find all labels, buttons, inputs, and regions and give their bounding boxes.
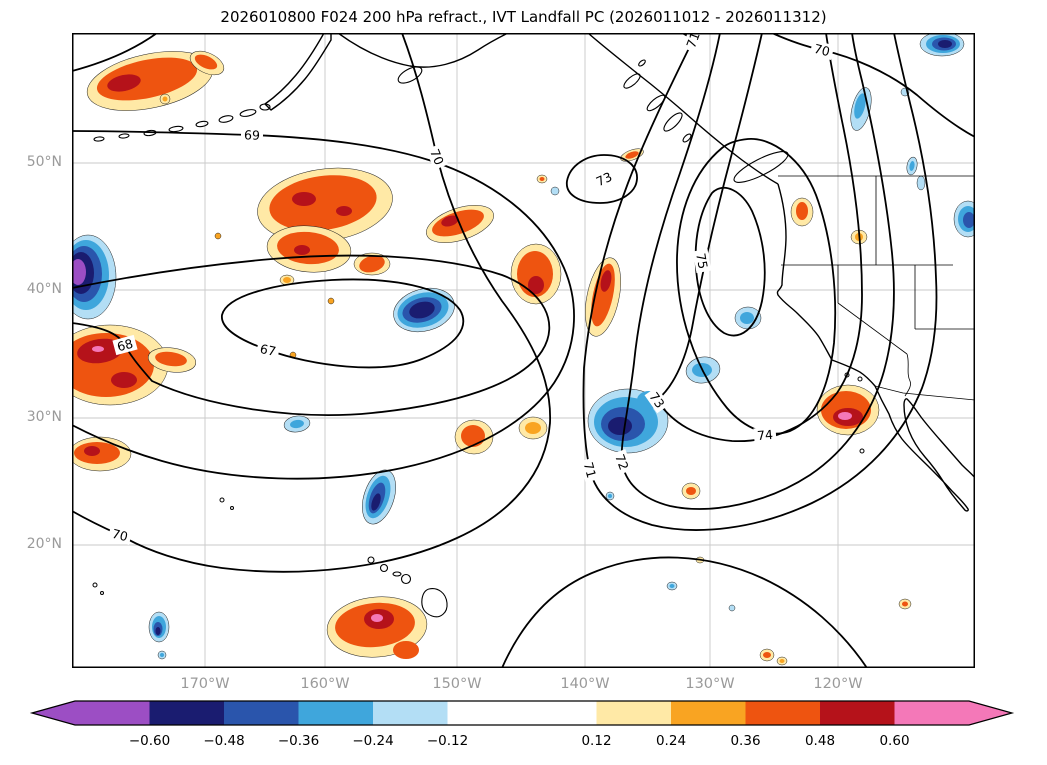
figure-title: 2026010800 F024 200 hPa refract., IVT La… bbox=[220, 8, 827, 26]
contour-label-75: 75 bbox=[693, 252, 711, 270]
x-tick-120w: 120°W bbox=[813, 676, 863, 692]
coastlines bbox=[92, 33, 975, 618]
colorbar-tick-labels: −0.60 −0.48 −0.36 −0.24 −0.12 0.12 0.24 … bbox=[129, 733, 910, 749]
positive-anomaly-south-of-hawaii bbox=[326, 596, 428, 659]
colorbar-tick: 0.36 bbox=[730, 733, 760, 749]
colorbar-segments bbox=[32, 701, 1012, 725]
y-tick-30n: 30°N bbox=[26, 409, 62, 425]
colorbar-tick: −0.12 bbox=[427, 733, 468, 749]
colorbar-tick: −0.36 bbox=[278, 733, 319, 749]
negative-anomaly-west-edge-40n bbox=[72, 234, 117, 320]
positive-anomaly-dateline-33n bbox=[72, 324, 197, 406]
contour-label-71-a: 71 bbox=[683, 33, 703, 50]
contour-labels: 69 70 70 70 68 67 71 71 72 73 73 74 75 bbox=[107, 33, 835, 545]
plot-frame bbox=[72, 33, 975, 668]
negative-anomaly-southwest bbox=[148, 611, 170, 660]
hawaiian-islands bbox=[367, 556, 448, 618]
contour-label-69: 69 bbox=[244, 127, 260, 143]
state-borders bbox=[778, 175, 975, 401]
negative-anomaly-specks bbox=[550, 186, 736, 612]
contour-label-72: 72 bbox=[612, 452, 632, 472]
negative-anomaly-156w-24n bbox=[283, 415, 396, 525]
x-tick-160w: 160°W bbox=[300, 676, 350, 692]
refractivity-contours bbox=[72, 33, 975, 668]
contour-label-68: 68 bbox=[115, 336, 134, 355]
positive-anomaly-dateline-26n bbox=[72, 436, 132, 472]
contour-label-71-b: 71 bbox=[581, 460, 600, 479]
x-tick-150w: 150°W bbox=[432, 676, 482, 692]
positive-anomaly-142w bbox=[585, 257, 621, 337]
contour-label-70-a: 70 bbox=[427, 147, 447, 167]
graticule bbox=[72, 33, 975, 668]
negative-anomaly-specks-east bbox=[685, 306, 762, 384]
positive-anomaly-socal bbox=[816, 384, 880, 436]
contour-label-73-b: 73 bbox=[646, 389, 667, 411]
contour-label-74: 74 bbox=[756, 427, 773, 443]
y-tick-50n: 50°N bbox=[26, 154, 62, 170]
bc-islands bbox=[623, 59, 789, 183]
aleutian-islands bbox=[93, 103, 271, 142]
colorbar-tick: 0.60 bbox=[879, 733, 909, 749]
positive-anomaly-small-central bbox=[454, 416, 701, 500]
colorbar-tick: 0.12 bbox=[581, 733, 611, 749]
x-tick-130w: 130°W bbox=[685, 676, 735, 692]
colorbar-tick: −0.24 bbox=[352, 733, 393, 749]
anomaly-shading bbox=[72, 33, 975, 666]
x-tick-170w: 170°W bbox=[180, 676, 230, 692]
colorbar-tick: 0.48 bbox=[805, 733, 835, 749]
colorbar-tick: 0.24 bbox=[656, 733, 686, 749]
positive-anomaly-aleutians bbox=[86, 50, 225, 111]
x-tick-140w: 140°W bbox=[560, 676, 610, 692]
contour-label-70-b: 70 bbox=[812, 41, 831, 59]
colorbar: −0.60 −0.48 −0.36 −0.24 −0.12 0.12 0.24 … bbox=[29, 700, 1015, 749]
negative-anomaly-152w-38n bbox=[393, 287, 455, 333]
contour-label-73-a: 73 bbox=[594, 169, 615, 189]
contour-label-67: 67 bbox=[259, 341, 278, 359]
y-tick-20n: 20°N bbox=[26, 536, 62, 552]
colorbar-tick: −0.48 bbox=[203, 733, 244, 749]
contour-label-70-c: 70 bbox=[110, 526, 129, 544]
map-plot: 69 70 70 70 68 67 71 71 72 73 73 74 75 bbox=[72, 33, 975, 668]
colorbar-tick: −0.60 bbox=[129, 733, 170, 749]
y-tick-40n: 40°N bbox=[26, 281, 62, 297]
small-islands bbox=[92, 372, 865, 595]
colorbar-outline bbox=[29, 700, 1015, 726]
positive-anomaly-central-gyre bbox=[257, 167, 393, 286]
positive-anomaly-145w bbox=[510, 243, 562, 305]
